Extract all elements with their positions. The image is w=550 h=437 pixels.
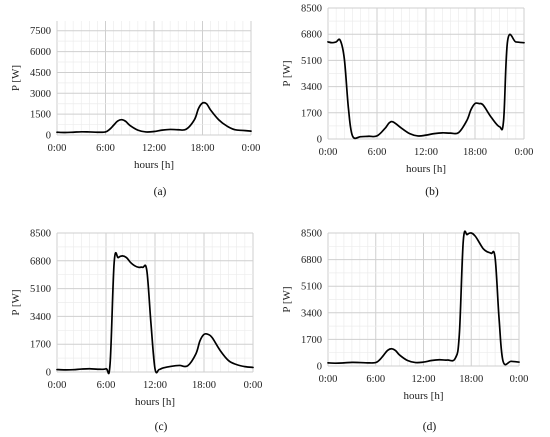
panel-label: (d): [423, 421, 437, 433]
y-tick-label: 3400: [301, 308, 322, 319]
y-tick-label: 0: [317, 362, 322, 373]
y-tick-label: 6800: [30, 256, 51, 267]
y-tick-label: 1700: [30, 340, 51, 351]
y-tick-label: 0: [46, 131, 51, 142]
panel-label: (c): [155, 421, 168, 433]
y-tick-label: 8500: [30, 229, 51, 240]
x-tick-label: 12:00: [412, 374, 436, 385]
x-tick-label: 18:00: [459, 374, 483, 385]
y-tick-label: 8500: [301, 229, 322, 240]
x-tick-label: 18:00: [192, 380, 216, 391]
series-line: [327, 230, 520, 366]
y-tick-label: 5100: [301, 56, 322, 67]
x-tick-label: 0:00: [244, 380, 263, 391]
x-tick-label: 6:00: [366, 374, 385, 385]
x-tick-label: 18:00: [463, 147, 487, 158]
y-tick-label: 1700: [301, 108, 322, 119]
x-tick-label: 12:00: [142, 143, 166, 154]
x-axis-label: hours [h]: [403, 390, 443, 402]
x-tick-label: 0:00: [48, 380, 67, 391]
chart-panel-d: 0 1700 3400 5100 6800 8500 0:00 6:00 12:00 18:00 0…: [281, 229, 528, 434]
x-tick-label: 12:00: [143, 380, 167, 391]
x-tick-label: 0:00: [515, 147, 534, 158]
x-tick-label: 6:00: [96, 143, 115, 154]
y-tick-label: 4500: [30, 68, 51, 79]
y-tick-label: 3000: [30, 89, 51, 100]
x-axis-label: hours [h]: [406, 163, 446, 175]
y-axis-label: P [W]: [281, 286, 293, 312]
y-tick-label: 6000: [30, 47, 51, 58]
x-tick-label: 18:00: [191, 143, 215, 154]
x-axis-label: hours [h]: [134, 159, 174, 171]
x-tick-label: 0:00: [242, 143, 261, 154]
series-line: [56, 101, 252, 134]
y-tick-label: 1500: [30, 110, 51, 121]
x-tick-label: 0:00: [319, 147, 338, 158]
x-tick-label: 0:00: [510, 374, 529, 385]
chart-panel-c: 0 1700 3400 5100 6800 8500 0:00 6:00 12:00 18:00 0…: [10, 229, 262, 434]
y-axis-label: P [W]: [281, 60, 293, 86]
y-tick-label: 6800: [301, 30, 322, 41]
series-line: [327, 33, 525, 140]
chart-panel-a: 0 1500 3000 4500 6000 7500 0:00 6:00 12:00 18:00 0…: [10, 21, 260, 198]
x-tick-label: 6:00: [97, 380, 116, 391]
y-tick-label: 0: [46, 368, 51, 379]
y-tick-label: 7500: [30, 26, 51, 37]
y-axis-label: P [W]: [10, 289, 22, 315]
x-tick-label: 6:00: [368, 147, 387, 158]
y-tick-label: 5100: [30, 284, 51, 295]
x-axis-label: hours [h]: [135, 396, 175, 408]
x-tick-label: 0:00: [48, 143, 67, 154]
y-tick-label: 3400: [301, 82, 322, 93]
chart-panel-b: 0 1700 3400 5100 6800 8500 0:00 6:00 12:00 18:00 0…: [281, 4, 533, 199]
x-tick-label: 12:00: [414, 147, 438, 158]
y-tick-label: 5100: [301, 282, 322, 293]
y-tick-label: 0: [317, 135, 322, 146]
series-line: [56, 251, 254, 375]
y-tick-label: 6800: [301, 255, 322, 266]
panel-label: (b): [425, 186, 439, 198]
y-axis-label: P [W]: [10, 65, 22, 91]
panel-label: (a): [154, 186, 167, 198]
y-tick-label: 1700: [301, 335, 322, 346]
y-tick-label: 3400: [30, 312, 51, 323]
y-tick-label: 8500: [301, 4, 322, 15]
x-tick-label: 0:00: [319, 374, 338, 385]
